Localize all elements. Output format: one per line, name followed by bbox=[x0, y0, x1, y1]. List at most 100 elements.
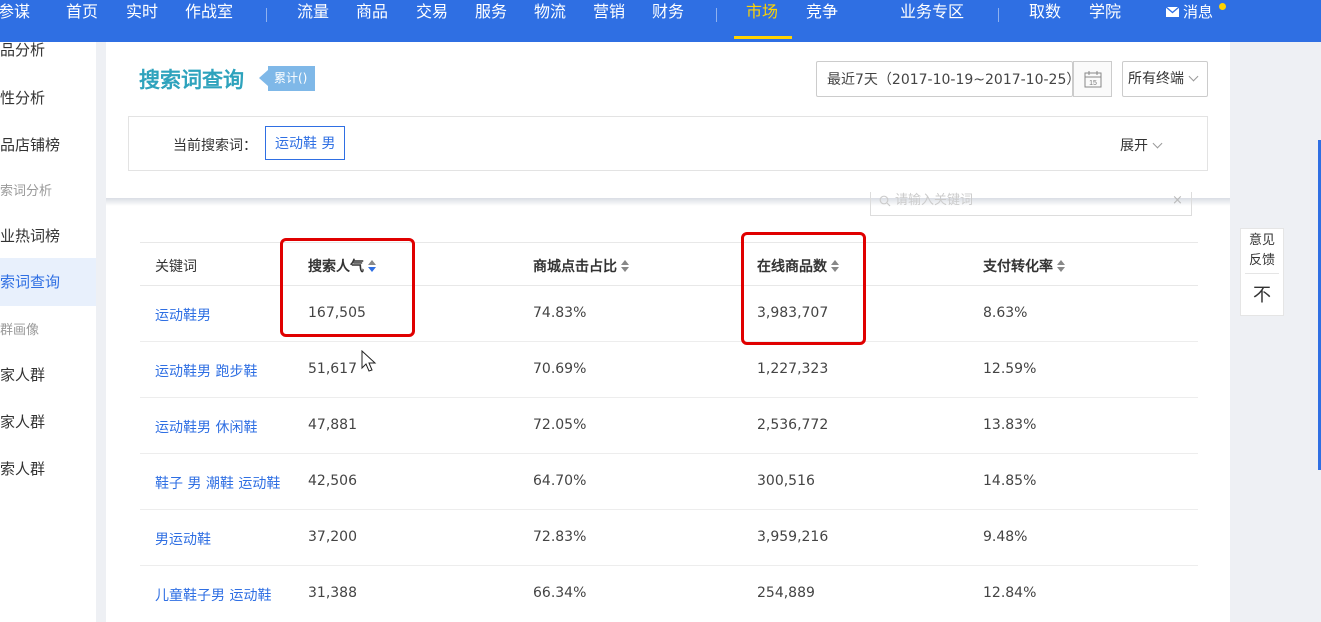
sort-icon[interactable] bbox=[1057, 260, 1065, 272]
nav-item-market[interactable]: 市场 bbox=[746, 0, 778, 40]
conversion-rate-value: 13.83% bbox=[983, 417, 1036, 433]
nav-item-product[interactable]: 商品 bbox=[356, 0, 388, 40]
keyword-link[interactable]: 儿童鞋子男 运动鞋 bbox=[155, 585, 271, 605]
click-ratio-value: 72.83% bbox=[533, 529, 586, 545]
search-popularity-value: 47,881 bbox=[308, 417, 357, 433]
search-placeholder: 请输入关键词 bbox=[895, 193, 973, 208]
back-to-top-button[interactable]: 不 bbox=[1241, 281, 1283, 307]
sidebar-item-product-analysis[interactable]: 品分析 bbox=[0, 42, 96, 74]
sidebar-item-attribute-analysis[interactable]: 性分析 bbox=[0, 87, 96, 109]
current-keyword-label: 当前搜索词： bbox=[173, 135, 257, 155]
nav-item-marketing[interactable]: 营销 bbox=[593, 0, 625, 40]
feedback-button[interactable]: 意见 反馈 bbox=[1241, 231, 1283, 271]
page-title: 搜索词查询 bbox=[139, 64, 244, 94]
nav-item-business-zone[interactable]: 业务专区 bbox=[900, 0, 964, 40]
notification-dot-icon bbox=[1219, 3, 1226, 10]
sidebar-item-search-crowd[interactable]: 索人群 bbox=[0, 458, 96, 480]
conversion-rate-value: 12.59% bbox=[983, 361, 1036, 377]
nav-item-traffic[interactable]: 流量 bbox=[297, 0, 329, 40]
table-row: 运动鞋男 跑步鞋 51,617 70.69% 1,227,323 12.59% bbox=[140, 342, 1198, 398]
conversion-rate-value: 12.84% bbox=[983, 585, 1036, 601]
click-ratio-value: 72.05% bbox=[533, 417, 586, 433]
nav-divider bbox=[998, 8, 999, 22]
feedback-line-1: 意见 bbox=[1249, 233, 1275, 248]
click-ratio-value: 74.83% bbox=[533, 305, 586, 321]
keyword-link[interactable]: 鞋子 男 潮鞋 运动鞋 bbox=[155, 473, 280, 493]
click-ratio-value: 66.34% bbox=[533, 585, 586, 601]
feedback-line-2: 反馈 bbox=[1249, 253, 1275, 268]
nav-item-warroom[interactable]: 作战室 bbox=[185, 0, 233, 40]
col-label: 支付转化率 bbox=[983, 259, 1053, 275]
nav-item-canmou[interactable]: 参谋 bbox=[0, 0, 30, 40]
keyword-search-input[interactable]: 请输入关键词 bbox=[870, 192, 1192, 216]
online-products-value: 2,536,772 bbox=[757, 417, 828, 433]
col-conversion-rate[interactable]: 支付转化率 bbox=[983, 256, 1065, 276]
col-click-ratio[interactable]: 商城点击占比 bbox=[533, 256, 629, 276]
click-ratio-value: 70.69% bbox=[533, 361, 586, 377]
search-icon bbox=[879, 195, 891, 207]
nav-divider bbox=[266, 8, 267, 22]
calendar-day: 15 bbox=[1089, 80, 1097, 87]
keyword-link[interactable]: 运动鞋男 休闲鞋 bbox=[155, 417, 257, 437]
mail-icon bbox=[1166, 7, 1179, 17]
current-keyword-bar: 当前搜索词： 运动鞋 男 展开 bbox=[128, 116, 1208, 171]
keyword-link[interactable]: 运动鞋男 bbox=[155, 305, 211, 325]
sidebar-item-hotword-ranking[interactable]: 业热词榜 bbox=[0, 225, 96, 247]
nav-item-realtime[interactable]: 实时 bbox=[126, 0, 158, 40]
table-row: 男运动鞋 37,200 72.83% 3,959,216 9.48% bbox=[140, 510, 1198, 566]
highlight-box-search-popularity bbox=[280, 238, 415, 337]
sidebar: 品分析 性分析 品店铺榜 索词分析 业热词榜 索词查询 群画像 家人群 家人群 … bbox=[0, 42, 96, 622]
top-nav: 参谋 首页 实时 作战室 流量 商品 交易 服务 物流 营销 财务 市场 竞争 … bbox=[0, 0, 1321, 42]
conversion-rate-value: 9.48% bbox=[983, 529, 1027, 545]
sidebar-group-search-analysis: 索词分析 bbox=[0, 180, 96, 202]
highlight-box-online-products bbox=[741, 232, 866, 345]
col-label: 商城点击占比 bbox=[533, 259, 617, 275]
calendar-icon: 15 bbox=[1084, 70, 1102, 88]
feedback-panel: 意见 反馈 不 bbox=[1240, 228, 1284, 316]
expand-toggle[interactable]: 展开 bbox=[1120, 135, 1161, 155]
table-row: 运动鞋男 休闲鞋 47,881 72.05% 2,536,772 13.83% bbox=[140, 398, 1198, 454]
online-products-value: 300,516 bbox=[757, 473, 815, 489]
table-row: 儿童鞋子男 运动鞋 31,388 66.34% 254,889 12.84% bbox=[140, 566, 1198, 622]
terminal-select[interactable]: 所有终端 bbox=[1122, 61, 1208, 97]
messages-label: 消息 bbox=[1183, 3, 1213, 21]
online-products-value: 1,227,323 bbox=[757, 361, 828, 377]
search-popularity-value: 51,617 bbox=[308, 361, 357, 377]
date-range-select[interactable]: 最近7天（2017-10-19~2017-10-25） bbox=[816, 61, 1073, 97]
chevron-down-icon bbox=[1153, 139, 1163, 149]
chevron-down-icon bbox=[1189, 72, 1199, 82]
nav-item-home[interactable]: 首页 bbox=[66, 0, 98, 40]
nav-item-data-fetch[interactable]: 取数 bbox=[1029, 0, 1061, 40]
online-products-value: 254,889 bbox=[757, 585, 815, 601]
clear-search-icon[interactable]: × bbox=[1172, 193, 1183, 208]
cumulative-tag[interactable]: 累计() bbox=[268, 66, 315, 91]
search-popularity-value: 37,200 bbox=[308, 529, 357, 545]
nav-item-competition[interactable]: 竞争 bbox=[806, 0, 838, 40]
click-ratio-value: 64.70% bbox=[533, 473, 586, 489]
nav-item-logistics[interactable]: 物流 bbox=[534, 0, 566, 40]
sidebar-item-search-query[interactable]: 索词查询 bbox=[0, 258, 96, 306]
nav-item-trade[interactable]: 交易 bbox=[416, 0, 448, 40]
main-card: 搜索词查询 累计() 最近7天（2017-10-19~2017-10-25） 1… bbox=[106, 42, 1230, 622]
search-popularity-value: 42,506 bbox=[308, 473, 357, 489]
table-row: 鞋子 男 潮鞋 运动鞋 42,506 64.70% 300,516 14.85% bbox=[140, 454, 1198, 510]
sidebar-item-crowd-1[interactable]: 家人群 bbox=[0, 364, 96, 386]
nav-item-academy[interactable]: 学院 bbox=[1089, 0, 1121, 40]
expand-label: 展开 bbox=[1120, 138, 1148, 154]
nav-messages[interactable]: 消息 bbox=[1166, 0, 1213, 40]
keyword-link[interactable]: 运动鞋男 跑步鞋 bbox=[155, 361, 257, 381]
sidebar-group-crowd-portrait: 群画像 bbox=[0, 319, 96, 341]
nav-item-finance[interactable]: 财务 bbox=[652, 0, 684, 40]
nav-divider bbox=[716, 8, 717, 22]
sort-icon[interactable] bbox=[621, 260, 629, 272]
nav-item-service[interactable]: 服务 bbox=[475, 0, 507, 40]
sidebar-item-shop-ranking[interactable]: 品店铺榜 bbox=[0, 134, 96, 156]
sidebar-item-crowd-2[interactable]: 家人群 bbox=[0, 411, 96, 433]
col-keyword: 关键词 bbox=[155, 256, 197, 276]
nav-active-underline bbox=[734, 36, 792, 39]
terminal-value: 所有终端 bbox=[1128, 71, 1184, 87]
calendar-button[interactable]: 15 bbox=[1073, 61, 1112, 97]
current-keyword-value[interactable]: 运动鞋 男 bbox=[265, 126, 345, 160]
online-products-value: 3,959,216 bbox=[757, 529, 828, 545]
keyword-link[interactable]: 男运动鞋 bbox=[155, 529, 211, 549]
